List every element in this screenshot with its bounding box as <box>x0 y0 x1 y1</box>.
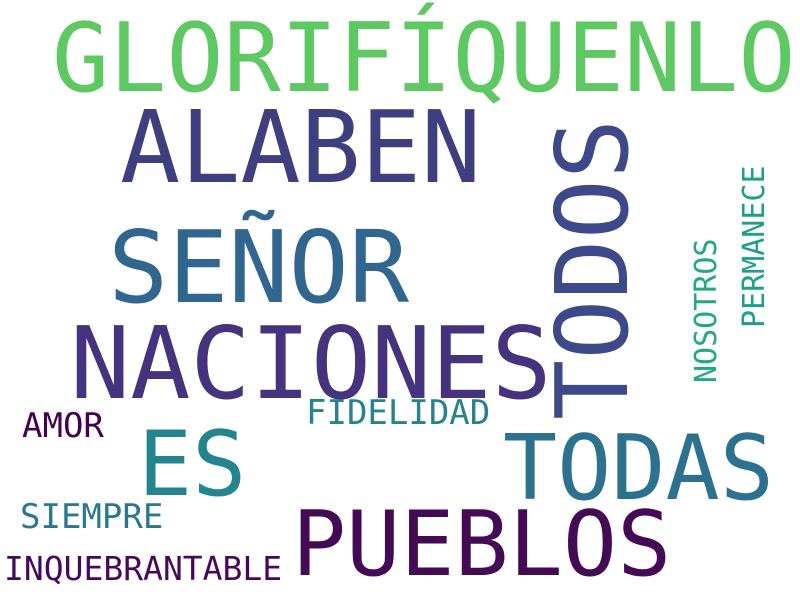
word-alaben: ALABEN <box>120 89 482 206</box>
word-todos: TODOS <box>534 118 651 420</box>
word-todas: TODAS <box>503 416 774 521</box>
word-naciones: NACIONES <box>70 305 552 422</box>
word-es: ES <box>138 412 247 517</box>
word-fidelidad: FIDELIDAD <box>306 393 491 433</box>
word-inquebrantable: INQUEBRANTABLE <box>4 549 283 588</box>
word-permanece: PERMANECE <box>737 165 772 328</box>
word-nosotros: NOSOTROS <box>689 238 724 384</box>
word-glorifiquenlo: GLORIFÍQUENLO <box>52 4 796 114</box>
word-amor: AMOR <box>22 406 104 446</box>
word-pueblos: PUEBLOS <box>292 492 672 597</box>
word-siempre: SIEMPRE <box>20 497 164 537</box>
word-senor: SEÑOR <box>108 209 410 326</box>
